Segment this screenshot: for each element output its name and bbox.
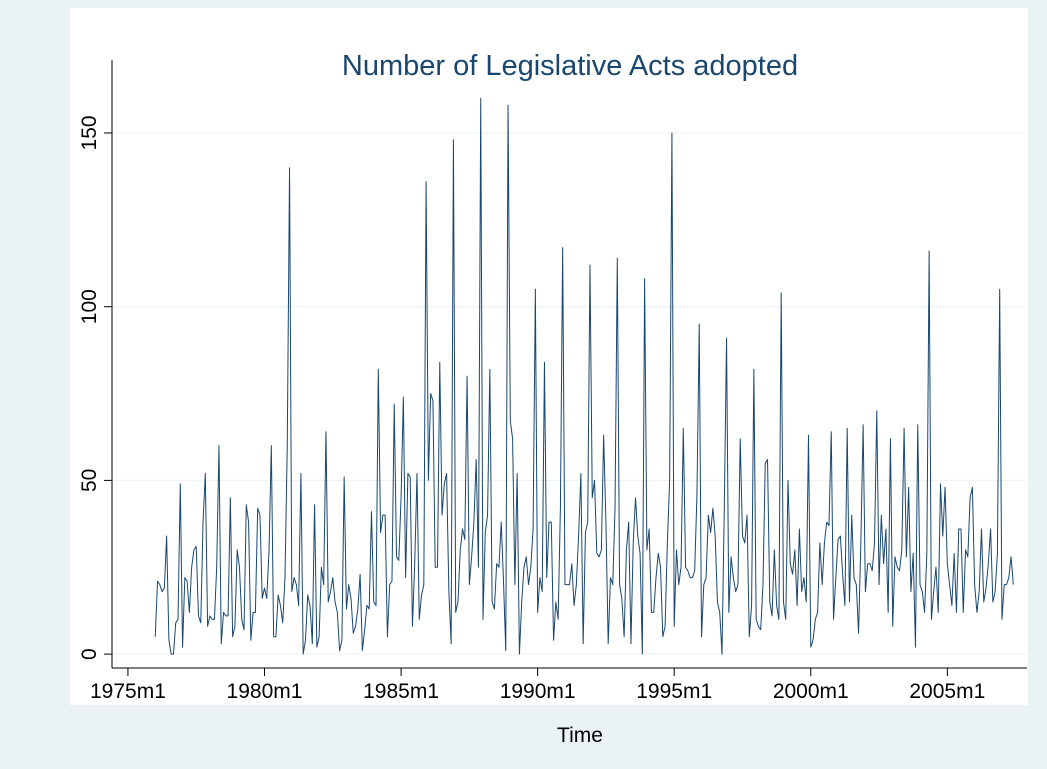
x-tick-label: 1980m1: [227, 680, 303, 703]
x-tick-label: 2005m1: [909, 680, 985, 703]
y-tick-label: 50: [78, 469, 101, 492]
x-tick-label: 1990m1: [500, 680, 576, 703]
y-tick-label: 150: [78, 115, 101, 150]
y-tick-label: 0: [78, 648, 101, 660]
y-tick-label: 100: [78, 289, 101, 324]
x-tick-label: 1975m1: [90, 680, 166, 703]
chart-title: Number of Legislative Acts adopted: [342, 50, 798, 82]
series-line: [154, 97, 1014, 655]
x-axis-title: Time: [557, 724, 603, 747]
x-tick-label: 2000m1: [773, 680, 849, 703]
x-tick-label: 1985m1: [363, 680, 439, 703]
x-tick-label: 1995m1: [636, 680, 712, 703]
plot-region: [70, 8, 1028, 705]
